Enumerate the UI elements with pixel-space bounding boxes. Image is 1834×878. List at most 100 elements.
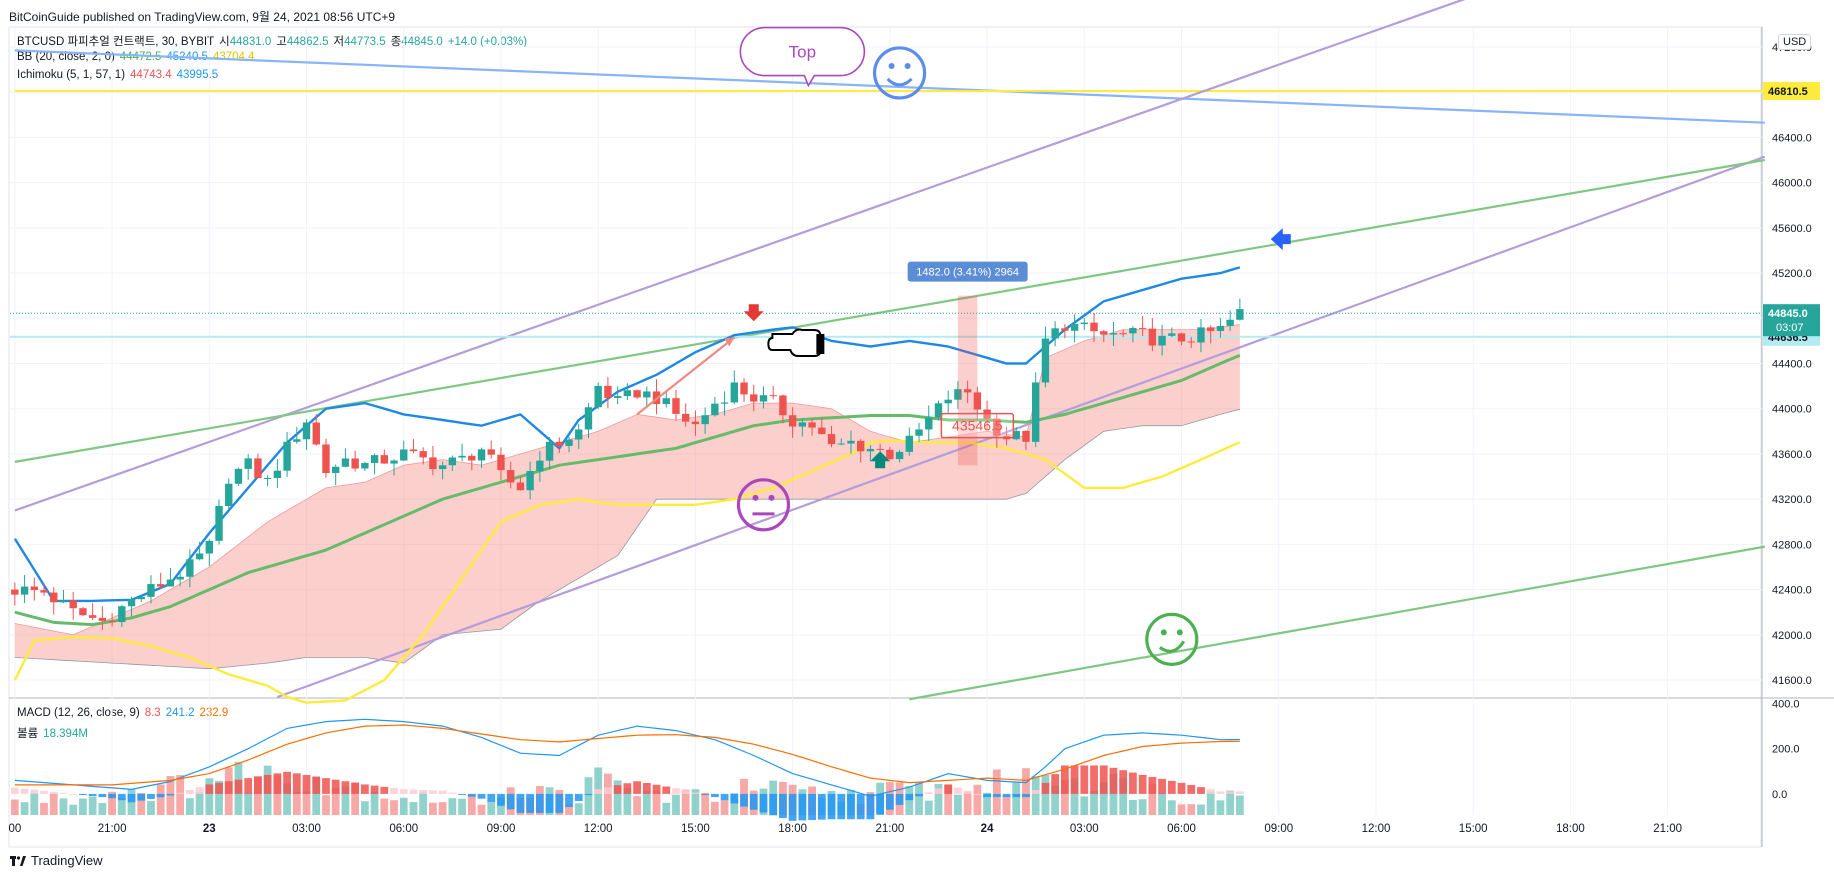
volume-bar — [438, 802, 447, 815]
candle-body — [925, 417, 933, 430]
candle-body — [1032, 382, 1040, 442]
macd-hist-bar — [1070, 765, 1079, 794]
candle-body — [905, 435, 913, 452]
candle-body — [283, 441, 291, 471]
candle-body — [312, 422, 320, 445]
price-tag-box — [940, 412, 1015, 439]
price-axis-label: 44400.0 — [1772, 359, 1812, 371]
macd-hist-bar — [555, 793, 564, 813]
ohlc-open: 44831.0 — [229, 36, 272, 48]
macd-hist-bar — [429, 790, 437, 794]
macd-hist-bar — [526, 793, 535, 813]
macd-hist-bar — [672, 788, 680, 794]
volume-bar — [195, 792, 204, 815]
macd-hist-bar — [1109, 767, 1118, 794]
volume-bar — [30, 792, 39, 815]
candle-body — [1012, 430, 1020, 440]
footer-brand[interactable]: TradingView — [10, 853, 103, 868]
macd-hist-bar — [681, 790, 690, 794]
volume-bar — [584, 777, 593, 815]
currency-button[interactable]: USD — [1778, 34, 1812, 50]
macd-hist-bar — [380, 786, 389, 794]
macd-hist-bar — [1031, 789, 1040, 794]
smiley-face — [736, 478, 791, 532]
volume-bar — [360, 801, 369, 815]
volume-bar — [69, 804, 78, 815]
main-legend[interactable]: BTCUSD 파피추얼 컨트랙트, 30, BYBIT 시44831.0 고4486… — [17, 33, 532, 49]
macd-hist-bar — [254, 776, 262, 794]
candle-body — [818, 427, 826, 435]
volume-bar — [185, 798, 194, 815]
ichimoku-name: Ichimoku (5, 1, 57, 1) — [17, 69, 126, 81]
price-axis-label: 43200.0 — [1772, 494, 1812, 506]
volume-bar — [691, 789, 700, 815]
macd-hist-bar — [574, 793, 583, 802]
volume-bar — [312, 777, 321, 815]
volume-bar — [1041, 774, 1050, 815]
candle-body — [234, 468, 243, 484]
macd-hist-bar — [360, 784, 369, 794]
candle-body — [458, 455, 466, 458]
hand-outline — [767, 328, 822, 358]
macd-hist-bar — [419, 789, 428, 794]
volume-bar — [1051, 785, 1060, 815]
volume-bar — [1060, 779, 1069, 815]
macd-hist-bar — [545, 793, 554, 813]
macd-hist-bar — [10, 787, 19, 794]
ichimoku-value-2: 43995.5 — [176, 69, 219, 81]
macd-histogram — [10, 765, 1244, 821]
candle-body — [448, 457, 457, 466]
macd-legend[interactable]: MACD (12, 26, close, 9) 8.3 241.2 232.9 — [17, 707, 233, 719]
candle-body — [915, 429, 923, 436]
volume-bar — [254, 776, 262, 815]
macd-hist-bar — [1216, 791, 1225, 794]
volume-bar — [652, 791, 661, 815]
macd-hist-bar — [876, 793, 885, 815]
candle-body — [895, 451, 904, 460]
candle-body — [215, 506, 223, 541]
volume-legend[interactable]: 볼륨 18.394M — [17, 725, 93, 741]
smiley-eye — [888, 62, 895, 69]
time-axis-label: 06:00 — [389, 823, 418, 835]
candle-body — [497, 454, 505, 471]
volume-bar — [1177, 804, 1186, 815]
macd-hist-bar — [565, 793, 573, 807]
volume-bar — [983, 792, 991, 815]
candle-body — [79, 608, 87, 616]
candle-body — [1070, 323, 1079, 331]
macd-hist-bar — [137, 793, 146, 801]
macd-hist-bar — [710, 793, 719, 798]
volume-bar — [283, 783, 291, 815]
candle-body — [1119, 333, 1127, 335]
candle-body — [555, 441, 563, 446]
volume-value: 18.394M — [43, 728, 88, 740]
macd-hist-bar — [20, 788, 29, 794]
volume-bar — [244, 793, 253, 815]
volume-bar — [944, 784, 953, 815]
candle-body — [643, 391, 651, 398]
volume-bar — [1109, 773, 1118, 815]
macd-hist-bar — [195, 787, 204, 794]
candle-body — [847, 440, 855, 444]
candle-body — [536, 460, 544, 472]
volume-bar — [205, 778, 214, 815]
price-axis-label: 42800.0 — [1772, 539, 1812, 551]
macd-hist-bar — [516, 793, 525, 813]
macd-hist-bar — [156, 793, 165, 798]
macd-hist-bar — [847, 793, 855, 820]
ichimoku-legend[interactable]: Ichimoku (5, 1, 57, 1) 44743.4 43995.5 — [17, 69, 223, 81]
macd-hist-bar — [613, 785, 622, 794]
time-axis-label: 00 — [8, 823, 21, 835]
volume-bar — [1090, 791, 1098, 815]
macd-hist-bar — [487, 793, 496, 803]
macd-hist-bar — [662, 786, 671, 794]
macd-hist-bar — [244, 778, 253, 794]
volume-bar — [1099, 781, 1108, 815]
macd-hist-bar — [954, 787, 962, 794]
macd-hist-bar — [312, 776, 321, 794]
macd-hist-bar — [176, 792, 185, 794]
callout-bubble — [739, 26, 866, 88]
price-axis-label: 45200.0 — [1772, 268, 1812, 280]
price-axis-label: 46400.0 — [1772, 132, 1812, 144]
